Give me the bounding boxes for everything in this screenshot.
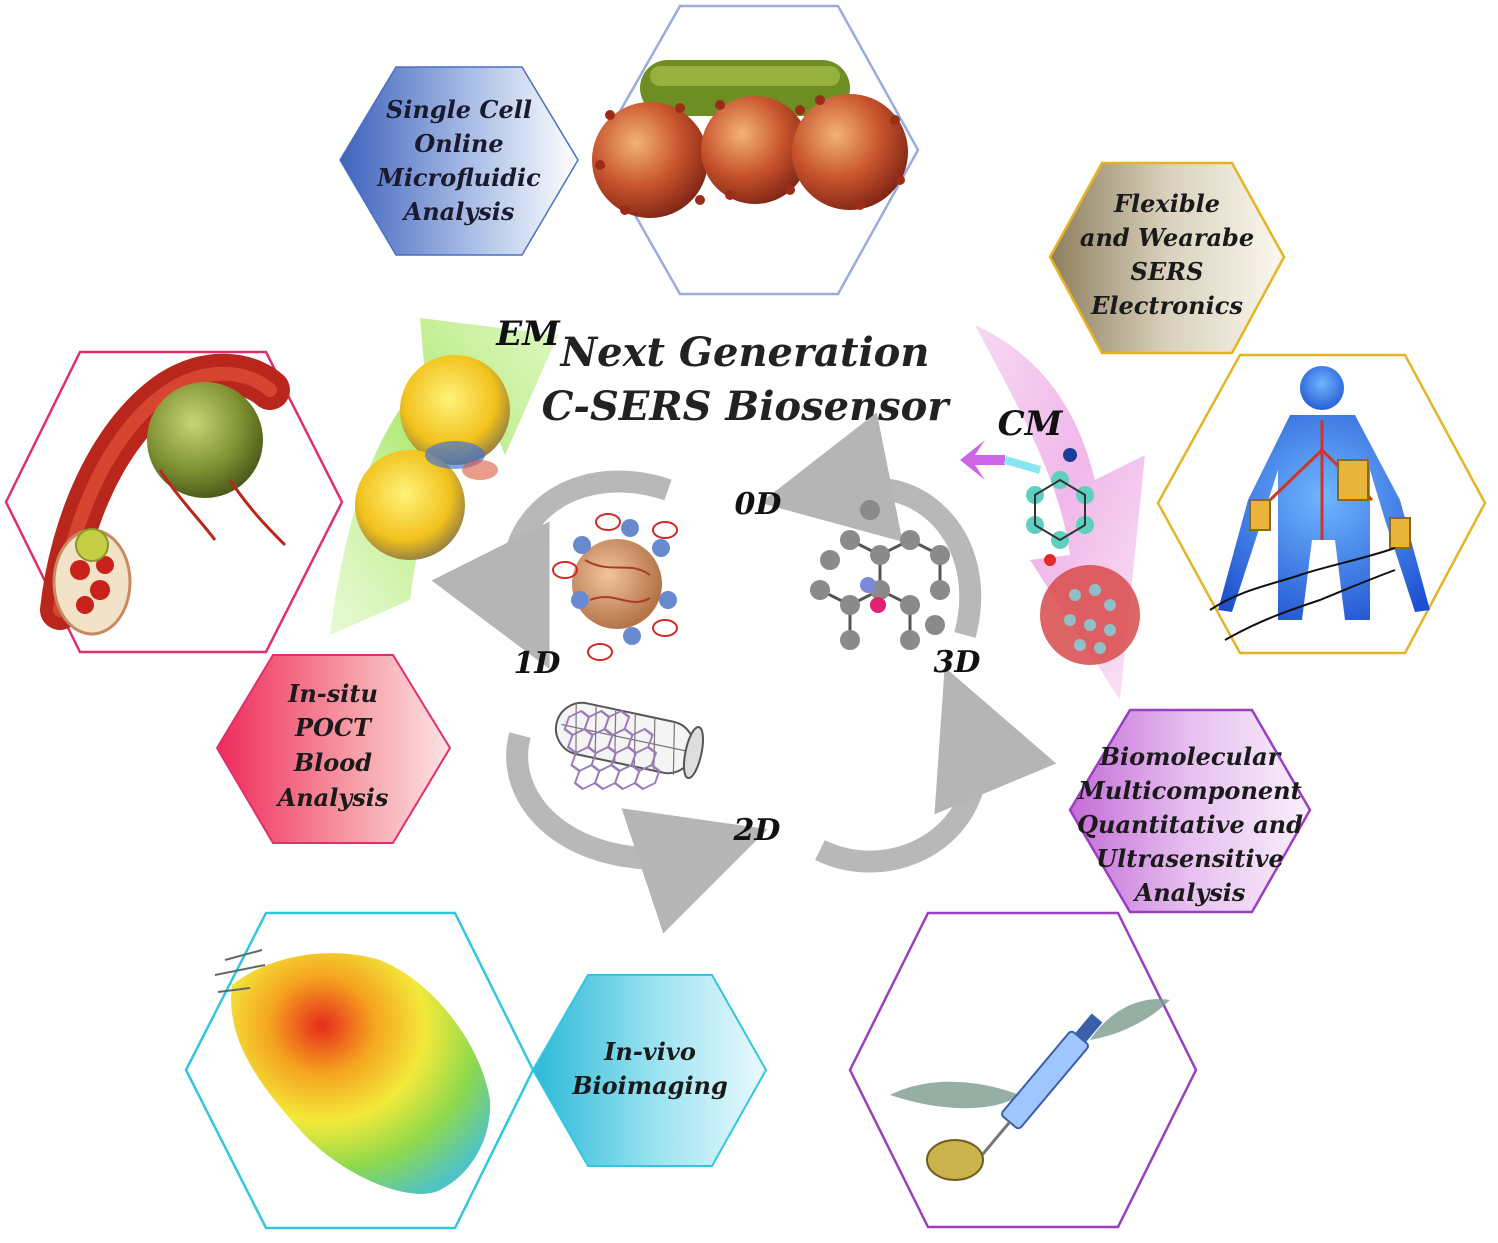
poct-line3: Blood — [293, 748, 372, 777]
title-line2: C-SERS Biosensor — [542, 383, 952, 430]
label-3d: 3D — [934, 645, 981, 680]
label-2d: 2D — [733, 813, 781, 848]
biomolecular-line3: Quantitative and — [1077, 810, 1303, 839]
hex-label-biomolecular: Biomolecular Multicomponent Quantitative… — [1068, 708, 1312, 914]
hex-syringe-image — [848, 911, 1198, 1229]
poct-line1: In-situ — [287, 679, 378, 708]
cm-arrow: CM — [960, 325, 1145, 700]
single-cell-line1: Single Cell — [386, 95, 532, 124]
em-label: EM — [495, 314, 561, 354]
hex-label-invivo: In-vivo Bioimaging — [531, 974, 768, 1167]
hex-label-flexible: Flexible and Wearabe SERS Electronics — [1048, 161, 1286, 355]
hex-wearable-body-image — [1156, 353, 1487, 655]
hex-heatmap-mouse-image — [184, 911, 535, 1230]
human-body-shape — [1218, 366, 1430, 620]
invivo-line1: In-vivo — [603, 1037, 696, 1066]
label-0d: 0D — [735, 487, 782, 522]
hex-blood-vessel-image — [4, 350, 344, 654]
em-arrow: EM — [330, 314, 561, 635]
cm-label: CM — [998, 404, 1064, 444]
invivo-line2: Bioimaging — [571, 1071, 728, 1100]
cm-molecule — [1026, 448, 1094, 566]
tumor-shape — [147, 382, 263, 498]
flexible-line3: SERS — [1131, 257, 1204, 286]
nanotube-1d — [554, 701, 704, 780]
biomolecular-line5: Analysis — [1133, 878, 1246, 907]
label-1d: 1D — [514, 646, 561, 681]
flexible-line4: Electronics — [1090, 291, 1243, 320]
flexible-line1: Flexible — [1113, 189, 1220, 218]
single-cell-line4: Analysis — [402, 197, 515, 226]
virus-particles — [592, 94, 908, 218]
cluster-3d — [810, 500, 950, 650]
heatmap-mouse-shape — [231, 953, 491, 1194]
poct-line4: Analysis — [276, 783, 389, 812]
wearable-sensor-patch — [1337, 459, 1369, 501]
single-cell-line2: Online — [414, 129, 503, 158]
single-cell-line3: Microfluidic — [376, 163, 541, 192]
poct-line2: POCT — [294, 713, 373, 742]
hex-label-single-cell: Single Cell Online Microfluidic Analysis — [339, 66, 579, 256]
syringe-shape — [979, 1013, 1103, 1158]
dna-strand-shape — [890, 1081, 1020, 1109]
dimension-cycle-arrows — [431, 412, 1057, 934]
biomolecular-line1: Biomolecular — [1099, 742, 1283, 771]
cm-nanoparticle — [1040, 565, 1140, 665]
flexible-line2: and Wearabe — [1080, 223, 1254, 252]
nanoparticle-0d — [552, 513, 678, 661]
biomolecular-line2: Multicomponent — [1077, 776, 1301, 805]
graphene-2d — [563, 709, 661, 791]
biomolecular-line4: Ultrasensitive — [1096, 844, 1284, 873]
title-line1: Next Generation — [559, 329, 930, 376]
dimension-labels: 0D 1D 2D 3D — [514, 487, 981, 848]
hex-label-poct: In-situ POCT Blood Analysis — [215, 654, 452, 844]
hex-virus-image — [592, 4, 920, 296]
